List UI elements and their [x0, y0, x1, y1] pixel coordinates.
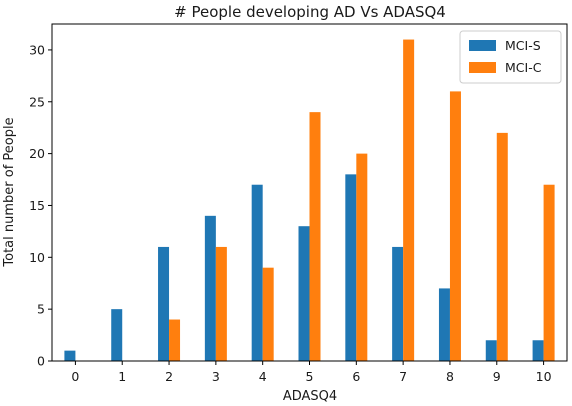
bar-mci-s-8	[438, 288, 450, 361]
x-tick-label: 9	[493, 369, 501, 384]
bars-layer	[64, 39, 555, 362]
x-tick-label: 10	[536, 369, 552, 384]
y-tick-label: 20	[29, 146, 45, 161]
legend-swatch-mci-s	[469, 40, 496, 51]
bar-mci-s-7	[392, 246, 404, 361]
bar-mci-c-8	[449, 91, 461, 362]
y-tick-label: 5	[37, 302, 45, 317]
bar-mci-c-10	[543, 184, 555, 361]
legend: MCI-S MCI-C	[459, 30, 562, 84]
y-tick-label: 30	[29, 42, 45, 57]
bar-mci-s-6	[345, 174, 357, 361]
y-axis-label: Total number of People	[2, 117, 17, 267]
bar-mci-s-9	[485, 340, 497, 361]
bar-mci-s-10	[532, 340, 544, 361]
x-axis-label: ADASQ4	[283, 389, 337, 404]
bar-mci-c-9	[496, 132, 508, 361]
x-tick-label: 1	[118, 369, 126, 384]
x-tick-label: 7	[399, 369, 407, 384]
bar-mci-c-2	[169, 319, 181, 361]
legend-label-mci-c: MCI-C	[505, 60, 542, 75]
bar-mci-s-4	[251, 184, 263, 361]
plot-area-frame	[51, 23, 568, 362]
y-axis-ticks: 0 5 10 15 20 25 30	[29, 42, 52, 369]
x-tick-label: 8	[446, 369, 454, 384]
x-tick-label: 6	[352, 369, 360, 384]
y-tick-label: 25	[29, 94, 45, 109]
bar-mci-c-5	[309, 112, 321, 361]
x-tick-label: 5	[306, 369, 314, 384]
y-tick-label: 0	[37, 354, 45, 369]
legend-swatch-mci-c	[469, 62, 496, 73]
bar-mci-s-5	[298, 226, 310, 361]
bar-mci-c-7	[403, 39, 415, 362]
legend-label-mci-s: MCI-S	[505, 38, 541, 53]
y-tick-label: 15	[29, 198, 45, 213]
bar-mci-s-2	[158, 246, 170, 361]
bar-mci-c-4	[262, 267, 274, 361]
x-tick-label: 0	[71, 369, 79, 384]
x-axis-ticks: 0 1 2 3 4 5 6 7 8 9 10	[71, 361, 552, 384]
bar-mci-s-1	[111, 309, 123, 361]
bar-mci-s-3	[204, 215, 216, 361]
x-tick-label: 2	[165, 369, 173, 384]
bar-mci-s-0	[64, 350, 76, 361]
bar-mci-c-3	[215, 246, 227, 361]
chart-title: # People developing AD Vs ADASQ4	[174, 3, 446, 21]
x-tick-label: 3	[212, 369, 220, 384]
x-tick-label: 4	[259, 369, 267, 384]
bar-mci-c-6	[356, 153, 368, 361]
y-tick-label: 10	[29, 250, 45, 265]
